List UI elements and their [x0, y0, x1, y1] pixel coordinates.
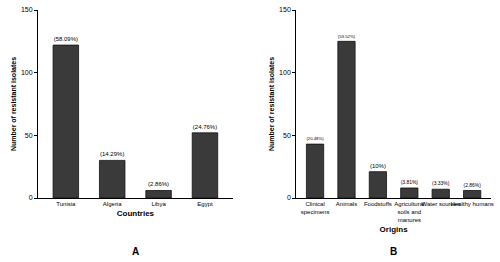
svg-text:Water sources: Water sources [421, 201, 459, 207]
svg-text:150: 150 [279, 6, 291, 13]
svg-text:Egypt: Egypt [197, 201, 213, 207]
svg-text:Animals: Animals [336, 201, 357, 207]
svg-text:Number of resistant isolates: Number of resistant isolates [10, 57, 17, 151]
svg-text:0: 0 [29, 194, 33, 201]
svg-text:Algeria: Algeria [103, 201, 122, 207]
svg-text:A: A [132, 246, 139, 257]
svg-text:Clinicalspecimens: Clinicalspecimens [301, 201, 330, 215]
svg-text:100: 100 [279, 69, 291, 76]
svg-text:Healthy humans: Healthy humans [450, 201, 493, 207]
svg-text:100: 100 [21, 69, 33, 76]
svg-text:Agriculturalsoils andmanures: Agriculturalsoils andmanures [394, 201, 424, 223]
svg-text:(3.81%): (3.81%) [401, 180, 419, 185]
svg-text:Tunisia: Tunisia [56, 201, 76, 207]
svg-text:(20.48%): (20.48%) [306, 136, 324, 141]
svg-text:(59.52%): (59.52%) [338, 34, 356, 39]
svg-text:B: B [390, 246, 397, 257]
svg-text:Foodstuffs: Foodstuffs [364, 201, 392, 207]
svg-text:0: 0 [287, 194, 291, 201]
svg-text:50: 50 [283, 132, 291, 139]
svg-text:Origins: Origins [380, 225, 409, 234]
svg-text:Countries: Countries [117, 209, 155, 218]
svg-text:150: 150 [21, 6, 33, 13]
svg-text:(2.86%): (2.86%) [464, 183, 482, 188]
svg-text:(24.76%): (24.76%) [193, 124, 217, 130]
svg-text:(14.29%): (14.29%) [100, 151, 124, 157]
svg-text:Libya: Libya [151, 201, 166, 207]
svg-text:50: 50 [25, 132, 33, 139]
svg-text:(2.86%): (2.86%) [148, 181, 169, 187]
svg-text:(58.09%): (58.09%) [54, 36, 78, 42]
svg-text:Number of resistant isolates: Number of resistant isolates [268, 57, 275, 151]
svg-text:(3.33%): (3.33%) [432, 181, 450, 186]
svg-text:(10%): (10%) [370, 163, 386, 169]
